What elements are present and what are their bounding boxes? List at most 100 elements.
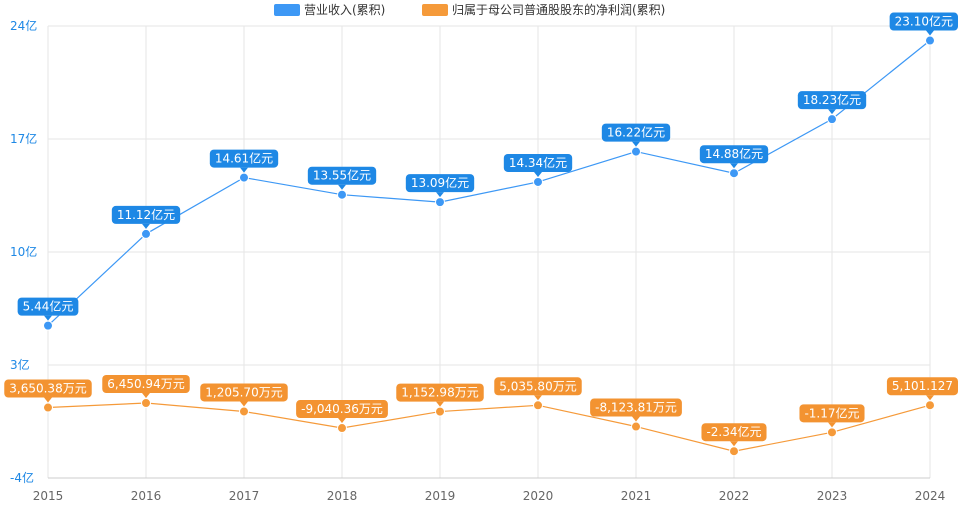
data-label-pointer <box>828 109 836 115</box>
data-label-text: -8,123.81万元 <box>595 401 677 415</box>
legend[interactable]: 营业收入(累积) 归属于母公司普通股股东的净利润(累积) <box>274 2 665 17</box>
data-label-bg <box>601 123 671 142</box>
data-label-text: 18.23亿元 <box>803 92 861 107</box>
data-point[interactable] <box>631 421 641 432</box>
data-labels: 5.44亿元 11.12亿元 14.61亿元 13.55亿元 13.09亿元 14.34亿… <box>4 12 958 447</box>
data-label-pointer <box>632 416 640 422</box>
data-label-text: 6,450.94万元 <box>107 377 184 391</box>
data-label-pointer <box>828 422 836 428</box>
data-label-pointer <box>926 30 934 36</box>
x-tick-label: 2022 <box>719 489 750 503</box>
data-point[interactable] <box>435 406 445 417</box>
data-label-pointer <box>730 441 738 447</box>
data-label-bg <box>4 379 92 398</box>
data-label: 14.88亿元 <box>699 145 769 169</box>
data-point[interactable] <box>337 189 347 200</box>
data-label-text: 5,101.127 <box>892 379 953 393</box>
x-tick-label: 2015 <box>33 489 64 503</box>
x-tick-label: 2021 <box>621 489 652 503</box>
data-point[interactable] <box>631 146 641 157</box>
data-point[interactable] <box>533 400 543 411</box>
data-point[interactable] <box>925 35 935 46</box>
data-label-text: -1.17亿元 <box>804 405 859 420</box>
data-point[interactable] <box>141 398 151 409</box>
data-point[interactable] <box>239 406 249 417</box>
data-point[interactable] <box>141 228 151 239</box>
data-point[interactable] <box>729 168 739 179</box>
data-point[interactable] <box>827 427 837 438</box>
y-tick-label: 17亿 <box>10 131 37 146</box>
y-axis: 24亿 17亿 10亿 3亿 -4亿 <box>10 18 37 485</box>
data-label: 5,035.80万元 <box>494 377 582 401</box>
data-label-bg <box>799 404 865 423</box>
data-label-pointer <box>436 192 444 198</box>
data-label-bg <box>102 375 190 394</box>
legend-item-1[interactable]: 归属于母公司普通股股东的净利润(累积) <box>422 2 665 17</box>
y-tick-label: -4亿 <box>10 470 34 485</box>
data-point[interactable] <box>729 446 739 457</box>
y-tick-label: 3亿 <box>10 357 30 372</box>
data-label-bg <box>17 297 79 316</box>
data-label: -8,123.81万元 <box>590 398 682 422</box>
data-label-text: 1,205.70万元 <box>205 385 282 399</box>
data-label-text: 23.10亿元 <box>895 14 953 29</box>
data-label-bg <box>797 91 867 110</box>
data-label: 3,650.38万元 <box>4 379 92 403</box>
data-point[interactable] <box>533 176 543 187</box>
data-label-text: -9,040.36万元 <box>301 402 383 416</box>
data-label-bg <box>111 205 181 224</box>
data-label-text: 5,035.80万元 <box>499 379 576 393</box>
data-label: 5.44亿元 <box>17 297 79 321</box>
x-axis: 2015 2016 2017 2018 2019 2020 2021 2022 2023 2024 <box>33 477 945 503</box>
x-tick-label: 2018 <box>327 489 358 503</box>
data-label-pointer <box>44 315 52 321</box>
data-point[interactable] <box>43 402 53 413</box>
y-tick-label: 24亿 <box>10 18 37 33</box>
x-tick-label: 2023 <box>817 489 848 503</box>
data-label-bg <box>699 145 769 164</box>
data-point[interactable] <box>337 423 347 434</box>
data-label: 6,450.94万元 <box>102 375 190 399</box>
x-tick-label: 2020 <box>523 489 554 503</box>
legend-item-0[interactable]: 营业收入(累积) <box>274 3 385 17</box>
data-label-bg <box>307 166 377 185</box>
data-label-bg <box>209 149 279 168</box>
data-label-pointer <box>44 397 52 403</box>
data-label-bg <box>889 12 958 31</box>
series-layer <box>43 35 935 457</box>
data-label-bg <box>200 383 288 402</box>
data-label-bg <box>494 377 582 396</box>
data-label-bg <box>396 383 484 402</box>
data-label-pointer <box>240 167 248 173</box>
data-label: 23.10亿元 <box>889 12 958 36</box>
data-label-bg <box>590 398 682 417</box>
data-label-bg <box>405 174 475 193</box>
data-label-bg <box>503 153 573 172</box>
data-point[interactable] <box>435 197 445 208</box>
data-point[interactable] <box>239 172 249 183</box>
data-label: 14.34亿元 <box>503 153 573 177</box>
data-label-text: 14.34亿元 <box>509 155 567 170</box>
data-label-pointer <box>142 393 150 399</box>
y-tick-label: 10亿 <box>10 244 37 259</box>
data-label-text: 1,152.98万元 <box>401 386 478 400</box>
data-label-text: 13.55亿元 <box>313 168 371 183</box>
data-point[interactable] <box>827 114 837 125</box>
data-point[interactable] <box>925 400 935 411</box>
data-label-bg <box>886 377 958 396</box>
legend-swatch <box>422 4 448 16</box>
data-label: 16.22亿元 <box>601 123 671 147</box>
data-label-pointer <box>926 395 934 401</box>
legend-label: 营业收入(累积) <box>304 3 385 17</box>
data-label-bg <box>701 423 767 442</box>
legend-label: 归属于母公司普通股股东的净利润(累积) <box>452 2 665 17</box>
data-label-pointer <box>142 223 150 229</box>
data-label: -9,040.36万元 <box>296 400 388 424</box>
series-line-1 <box>47 402 931 452</box>
x-tick-label: 2016 <box>131 489 162 503</box>
data-label-pointer <box>436 401 444 407</box>
data-point[interactable] <box>43 320 53 331</box>
data-label-bg <box>296 400 388 419</box>
grid-lines <box>47 25 931 479</box>
